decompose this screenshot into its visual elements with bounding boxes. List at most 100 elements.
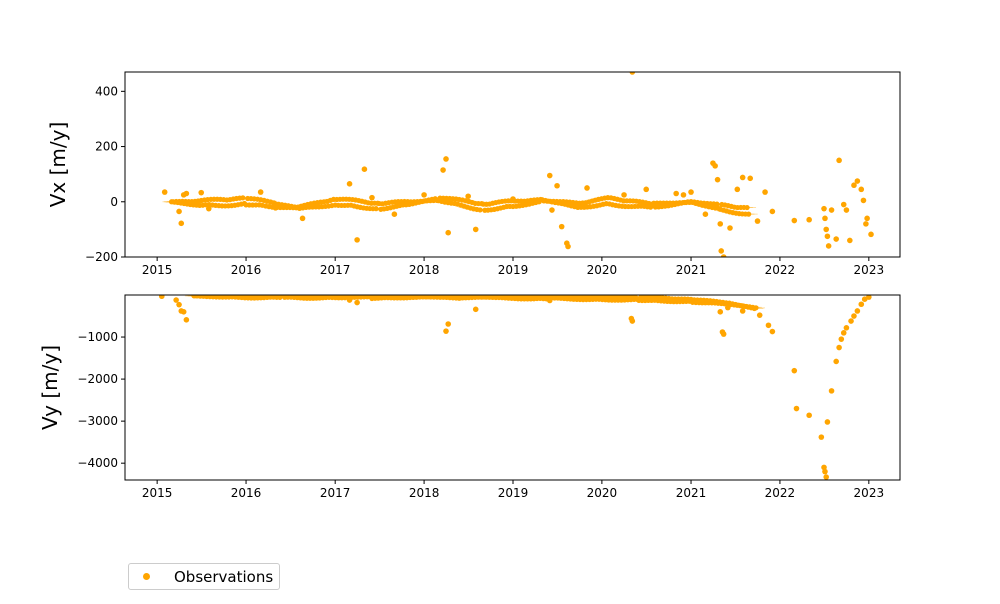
observation-point (864, 215, 870, 222)
observation-point (257, 295, 264, 300)
y-tick-label: −200 (85, 250, 118, 264)
observation-point (546, 297, 553, 304)
x-tick-label: 2022 (765, 486, 796, 500)
observation-point (546, 172, 553, 179)
observation-point (472, 306, 479, 313)
observation-point (847, 237, 853, 244)
y-tick-label: −4000 (77, 456, 118, 470)
observation-point (718, 248, 725, 254)
observation-point (828, 388, 835, 394)
observation-point (354, 237, 360, 243)
observation-point (854, 308, 861, 314)
observation-point (727, 225, 733, 231)
observation-point (858, 301, 865, 308)
observation-point (833, 358, 839, 365)
observation-point (858, 186, 865, 193)
observation-point (823, 226, 830, 233)
observation-point (753, 305, 759, 311)
observation-point (183, 317, 190, 323)
observation-point (354, 299, 360, 306)
legend: Observations (128, 563, 281, 590)
observation-point (848, 318, 854, 324)
observation-point (720, 254, 727, 257)
observation-point (477, 207, 483, 213)
observation-point (836, 344, 842, 351)
observation-point (673, 190, 679, 197)
observation-point (822, 468, 828, 475)
observation-point (762, 189, 768, 195)
observation-point (688, 189, 694, 195)
observation-point (821, 464, 827, 471)
observation-point (176, 301, 182, 308)
observation-point (180, 309, 187, 315)
legend-label: Observations (174, 567, 274, 586)
observation-point (717, 221, 724, 227)
observation-point (840, 330, 847, 336)
observation-point (205, 205, 212, 212)
x-tick-label: 2021 (676, 263, 707, 277)
observation-point (257, 189, 264, 195)
observation-point (720, 331, 727, 337)
observation-point (838, 336, 845, 342)
observation-point (824, 233, 831, 240)
x-tick-label: 2016 (231, 486, 262, 500)
observation-point (712, 163, 718, 169)
x-tick-label: 2018 (409, 486, 440, 500)
observation-point (714, 176, 721, 183)
observation-point (818, 434, 825, 440)
y-tick-label: 0 (110, 195, 118, 209)
observation-point (821, 205, 827, 212)
observation-point (702, 211, 709, 218)
observation-point (861, 296, 868, 303)
observation-point (643, 186, 650, 193)
x-tick-label: 2018 (409, 263, 440, 277)
observation-point (346, 181, 353, 187)
observation-point (868, 231, 874, 238)
observation-point (373, 206, 379, 212)
x-tick-label: 2017 (320, 486, 351, 500)
axes-frame (124, 71, 901, 258)
observation-point (173, 297, 179, 303)
observation-point (717, 309, 724, 315)
panel-1: 2015 2016 2017 2018 2019 2020 2021 2022 2023 400 2… (46, 71, 901, 277)
observation-point (860, 197, 867, 204)
y-tick-label: −3000 (77, 414, 118, 428)
observation-point (629, 318, 636, 324)
axes-frame (124, 294, 901, 481)
observation-point (725, 304, 731, 311)
observation-point (843, 324, 850, 331)
observation-point (854, 178, 861, 184)
observation-point (465, 193, 471, 200)
x-tick-label: 2022 (765, 263, 796, 277)
observation-point (183, 190, 190, 197)
observation-point (621, 192, 627, 198)
observation-point (791, 367, 798, 374)
x-tick-label: 2023 (854, 263, 885, 277)
legend-marker (143, 573, 150, 580)
observation-point (824, 419, 831, 425)
observation-point (629, 72, 636, 75)
observation-point (769, 328, 776, 335)
y-tick-label: −1000 (77, 330, 118, 344)
observation-point (739, 174, 746, 181)
observation-point (756, 312, 763, 318)
plot-area-1 (161, 72, 874, 257)
observation-point (739, 308, 746, 314)
observation-point (793, 405, 800, 412)
observation-point (510, 196, 516, 202)
y-tick-label: 400 (95, 84, 118, 98)
observation-point (851, 313, 857, 319)
observation-point (391, 211, 398, 218)
observation-point (765, 322, 772, 329)
observation-point (558, 223, 565, 230)
observation-point (272, 205, 279, 211)
observation-point (421, 192, 427, 198)
observation-point (769, 208, 776, 215)
x-tick-label: 2015 (142, 263, 173, 277)
observation-point (584, 185, 590, 191)
observation-point (680, 192, 687, 198)
x-tick-label: 2017 (320, 263, 351, 277)
observation-point (744, 204, 750, 211)
observation-point (806, 216, 812, 223)
